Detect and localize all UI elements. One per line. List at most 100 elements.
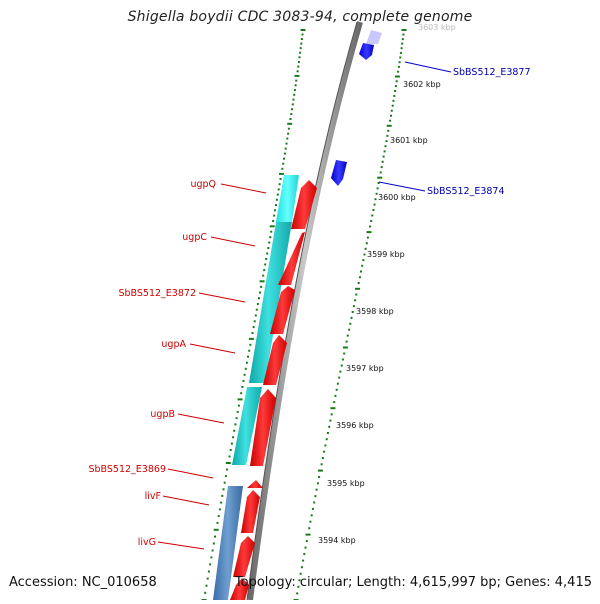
minor-tick xyxy=(281,167,284,170)
minor-tick xyxy=(247,355,249,358)
gene-label-SbBS512_E3874[interactable]: SbBS512_E3874 xyxy=(427,186,505,197)
cds-feature-ugpB[interactable] xyxy=(232,387,262,465)
minor-tick xyxy=(325,438,328,441)
accession-text: Accession: NC_010658 xyxy=(9,575,157,590)
minor-tick xyxy=(300,566,303,569)
gene-arrow-SbBS512_E3872[interactable] xyxy=(270,286,295,334)
gene-arrow-ugpB[interactable] xyxy=(250,389,276,466)
gene-label-ugpA[interactable]: ugpA xyxy=(161,339,186,350)
minor-tick xyxy=(298,56,301,59)
gene-arrow-SbBS512_E3874[interactable] xyxy=(331,160,347,186)
minor-tick xyxy=(230,442,233,445)
minor-tick xyxy=(299,51,302,54)
gene-track-reverse xyxy=(331,30,382,186)
major-tick xyxy=(269,225,275,228)
minor-tick xyxy=(218,508,221,511)
minor-tick xyxy=(266,252,269,255)
minor-tick xyxy=(326,432,329,434)
major-tick xyxy=(386,124,392,127)
minor-tick xyxy=(377,182,380,184)
minor-tick xyxy=(401,42,404,45)
minor-tick xyxy=(376,187,379,190)
minor-tick xyxy=(301,33,304,36)
major-tick xyxy=(401,29,407,31)
minor-tick xyxy=(394,90,397,92)
map-title: Shigella boydii CDC 3083-94, complete ge… xyxy=(127,9,473,25)
cds-feature-ugpQ[interactable] xyxy=(249,222,292,383)
gene-label-SbBS512_E3869[interactable]: SbBS512_E3869 xyxy=(88,464,166,475)
minor-tick xyxy=(314,495,317,498)
minor-tick xyxy=(354,299,357,302)
minor-tick xyxy=(399,51,402,54)
gene-label-group: ugpQ ugpC SbBS512_E3872 ugpA ugpB SbBS51… xyxy=(88,67,530,548)
inner-tick-ring xyxy=(201,29,306,601)
outer-tick-ring xyxy=(293,29,407,601)
minor-tick xyxy=(286,137,289,140)
gene-arrow-next[interactable] xyxy=(230,578,249,600)
cds-feature-livF[interactable] xyxy=(213,486,243,600)
minor-tick xyxy=(374,198,377,201)
gene-arrow-livG[interactable] xyxy=(233,536,255,577)
minor-tick xyxy=(206,577,209,580)
minor-tick xyxy=(284,147,287,150)
minor-tick xyxy=(252,326,255,329)
minor-tick xyxy=(355,293,358,296)
major-tick xyxy=(278,172,284,175)
minor-tick xyxy=(352,305,355,308)
minor-tick xyxy=(373,203,376,206)
gene-label-SbBS512_E3877[interactable]: SbBS512_E3877 xyxy=(453,67,531,78)
minor-tick xyxy=(285,142,288,145)
gene-label-ugpB[interactable]: ugpB xyxy=(150,409,175,420)
gene-arrow-SbBS512_E3877[interactable] xyxy=(359,43,374,60)
major-tick xyxy=(213,528,219,531)
gene-label-livF[interactable]: livF xyxy=(145,491,161,502)
minor-tick xyxy=(299,572,302,575)
minor-tick xyxy=(296,592,299,595)
minor-tick xyxy=(243,373,246,376)
gene-arrow-ugpA[interactable] xyxy=(263,335,287,385)
minor-tick xyxy=(291,108,293,111)
minor-tick xyxy=(217,515,220,518)
minor-tick xyxy=(369,225,372,228)
minor-tick xyxy=(290,113,293,116)
scale-label: 3602 kbp xyxy=(403,80,441,89)
minor-tick xyxy=(283,152,286,155)
minor-tick xyxy=(214,535,216,538)
gene-arrow-ugpQ[interactable] xyxy=(291,180,317,229)
minor-tick xyxy=(212,542,215,545)
minor-tick xyxy=(313,501,316,504)
minor-tick xyxy=(395,80,398,83)
genome-backbone xyxy=(247,21,363,601)
minor-tick xyxy=(251,332,254,334)
minor-tick xyxy=(236,410,239,413)
gene-label-ugpQ[interactable]: ugpQ xyxy=(190,179,216,190)
leader-line-livF xyxy=(162,495,210,506)
minor-tick xyxy=(241,386,244,388)
minor-tick xyxy=(303,553,306,556)
minor-tick xyxy=(258,297,260,300)
minor-tick xyxy=(305,540,308,543)
minor-tick xyxy=(298,579,301,582)
minor-tick xyxy=(350,316,353,319)
minor-tick xyxy=(255,308,258,311)
cds-feature-ugpQ-top[interactable] xyxy=(276,175,299,222)
label-leader-lines xyxy=(157,61,452,550)
minor-tick xyxy=(348,328,351,331)
gene-label-livG[interactable]: livG xyxy=(138,537,156,548)
minor-tick xyxy=(400,47,403,50)
minor-tick xyxy=(224,475,227,478)
minor-tick xyxy=(226,468,229,471)
gene-arrow-top-faded[interactable] xyxy=(366,30,382,44)
minor-tick xyxy=(363,253,366,256)
minor-tick xyxy=(268,241,271,244)
gene-label-ugpC[interactable]: ugpC xyxy=(182,232,207,243)
minor-tick xyxy=(233,429,236,432)
major-tick xyxy=(225,462,231,464)
gene-arrow-livF[interactable] xyxy=(241,490,260,533)
gene-arrow-SbBS512_E3869[interactable] xyxy=(247,480,263,488)
gene-label-SbBS512_E3872[interactable]: SbBS512_E3872 xyxy=(118,288,196,299)
minor-tick xyxy=(229,449,232,451)
minor-tick xyxy=(362,259,365,262)
gene-arrow-ugpC[interactable] xyxy=(278,232,305,285)
genome-summary-text: Topology: circular; Length: 4,615,997 bp… xyxy=(234,575,592,590)
